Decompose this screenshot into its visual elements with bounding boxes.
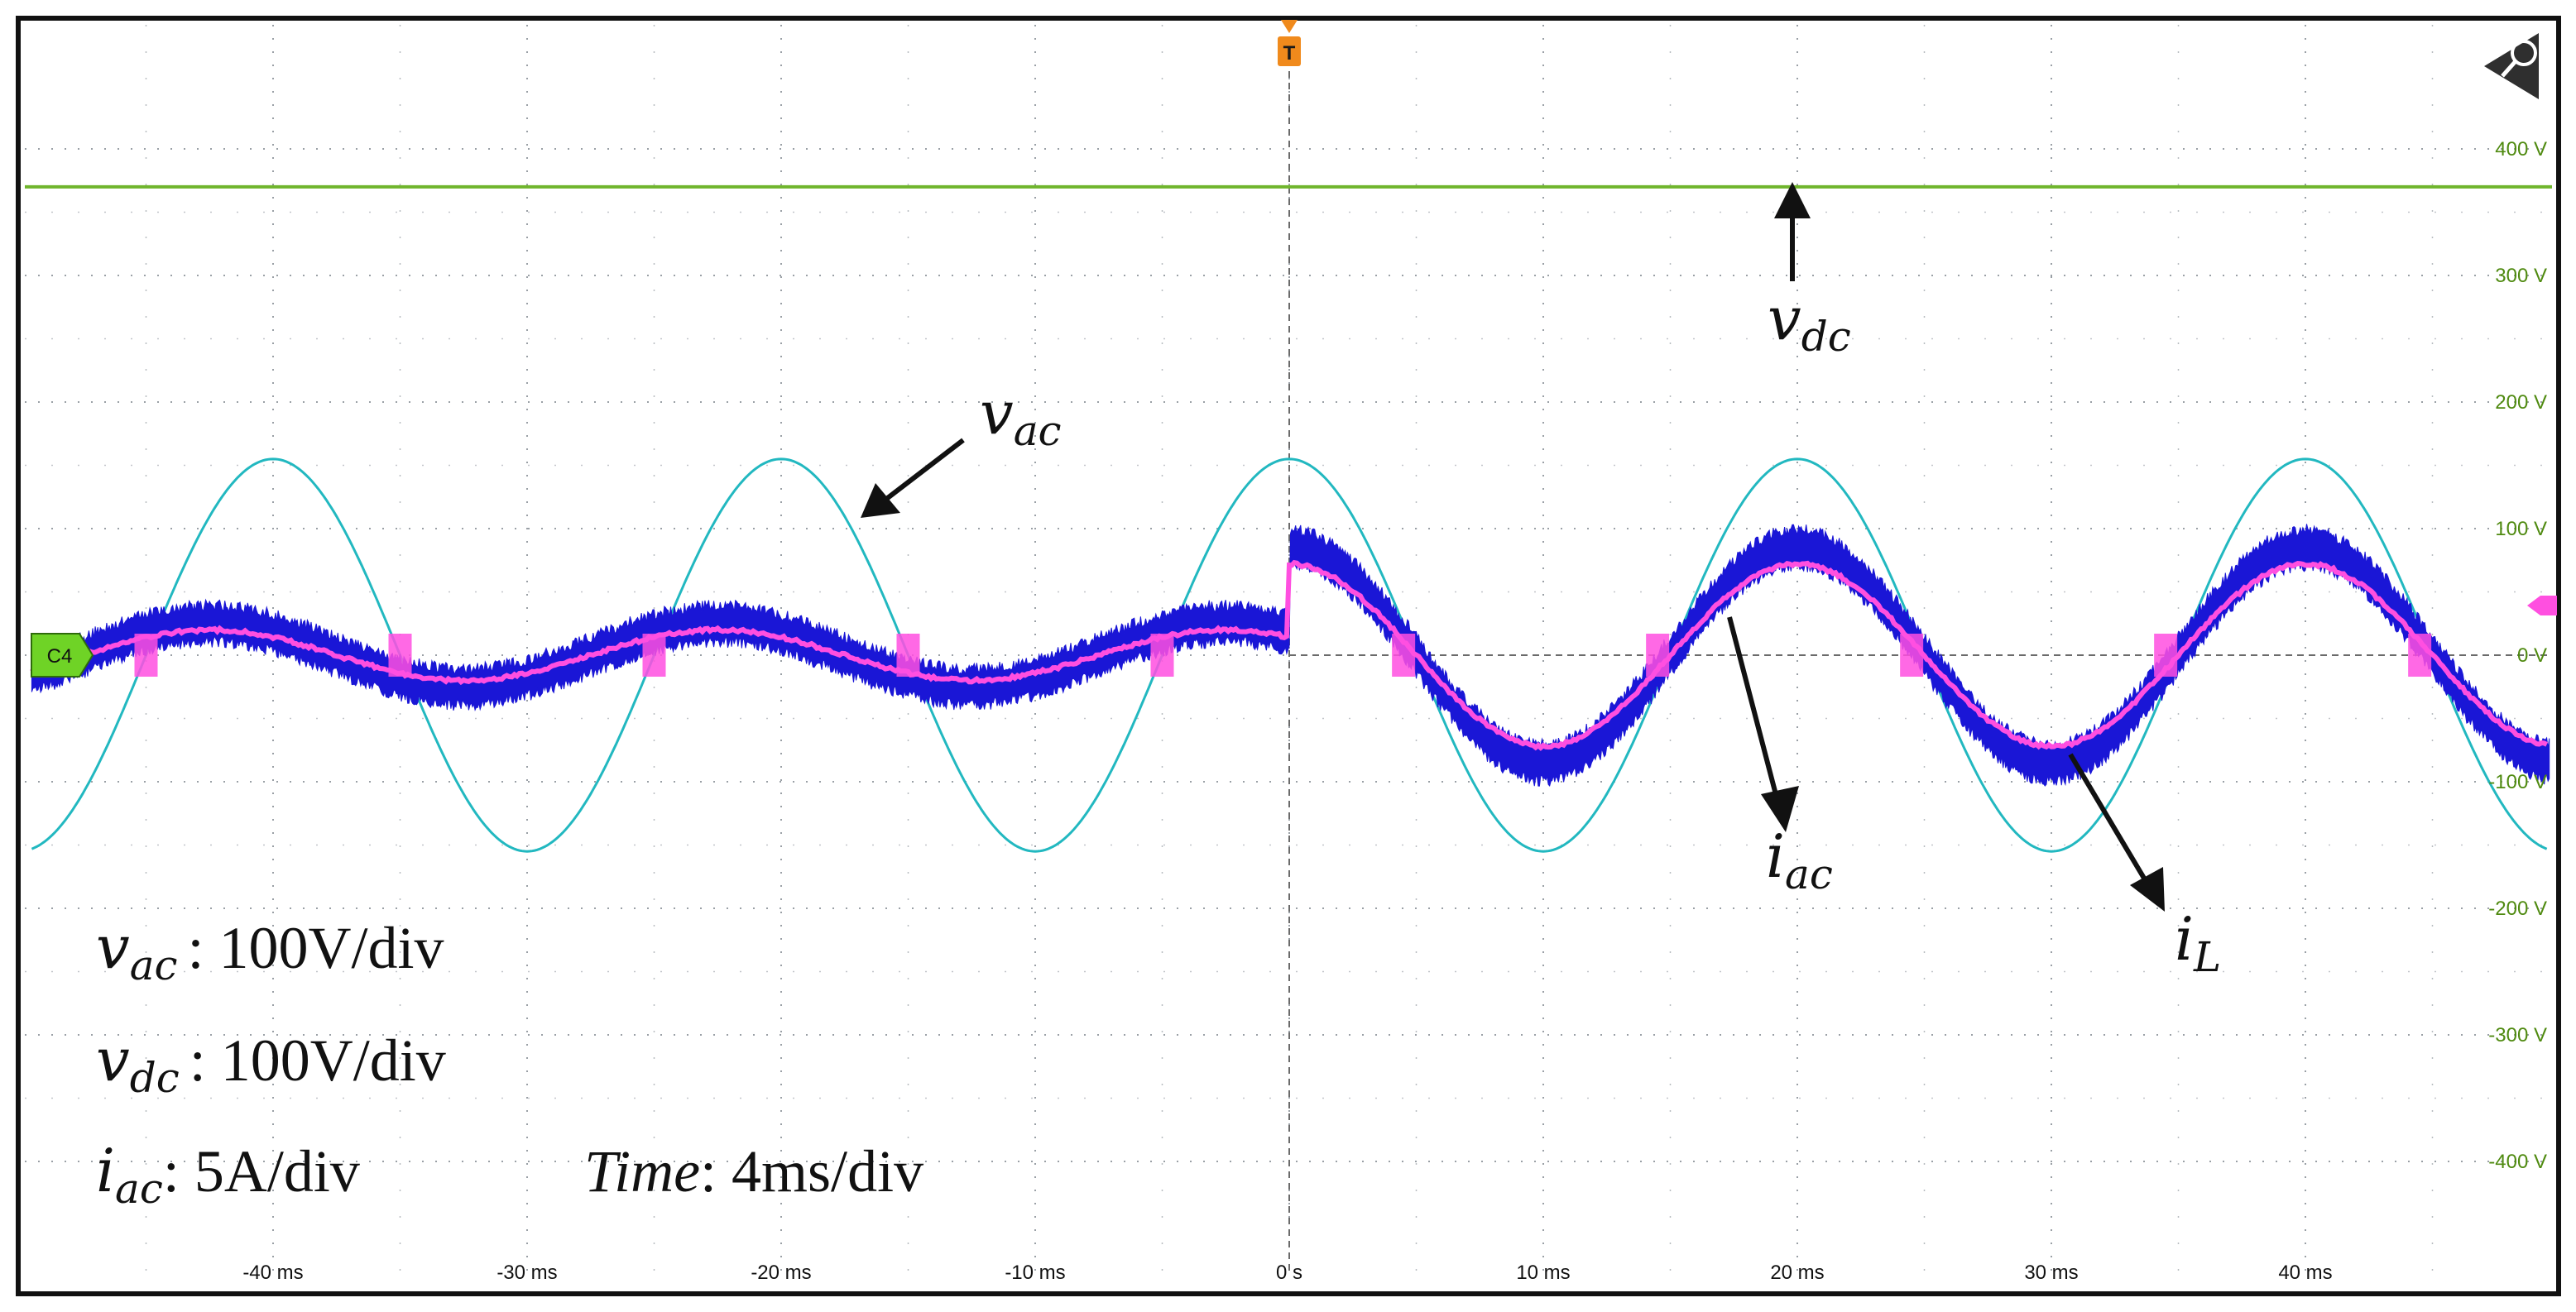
y-tick-label: 0 V xyxy=(2517,644,2547,667)
il-switching-burst xyxy=(135,634,158,677)
il-switching-burst xyxy=(2408,634,2431,677)
x-tick-label: -40 ms xyxy=(242,1262,303,1284)
channel-badge-label: C4 xyxy=(47,645,73,668)
x-tick-label: -30 ms xyxy=(496,1262,557,1284)
y-tick-label: -300 V xyxy=(2488,1024,2547,1046)
x-tick-label: -20 ms xyxy=(751,1262,811,1284)
x-tick-label: 0 s xyxy=(1276,1262,1302,1284)
x-tick-label: 20 ms xyxy=(1770,1262,1824,1284)
x-tick-label: 10 ms xyxy=(1516,1262,1570,1284)
y-tick-label: 400 V xyxy=(2495,138,2547,160)
y-tick-label: -200 V xyxy=(2488,898,2547,920)
il-switching-burst xyxy=(2154,634,2177,677)
y-tick-label: 300 V xyxy=(2495,265,2547,287)
y-tick-label: 100 V xyxy=(2495,518,2547,540)
x-tick-label: -10 ms xyxy=(1005,1262,1065,1284)
channel-badge-c4[interactable]: C4 xyxy=(31,634,93,677)
il-switching-burst xyxy=(897,634,920,677)
x-tick-label: 30 ms xyxy=(2024,1262,2078,1284)
il-switching-burst xyxy=(1900,634,1923,677)
il-switching-burst xyxy=(1151,634,1174,677)
y-tick-label: -100 V xyxy=(2488,771,2547,793)
scale-line-time: Time: 4ms/div xyxy=(584,1138,923,1204)
trigger-badge-label: T xyxy=(1283,42,1296,65)
il-switching-burst xyxy=(643,634,666,677)
x-tick-label: 40 ms xyxy=(2278,1262,2332,1284)
y-tick-label: 200 V xyxy=(2495,391,2547,414)
il-switching-burst xyxy=(1646,634,1669,677)
il-switching-burst xyxy=(1392,634,1415,677)
oscilloscope-plot: 400 V 300 V 200 V 100 V 0 V -100 V -200 V -300 … xyxy=(0,0,2576,1312)
y-tick-label: -400 V xyxy=(2488,1151,2547,1173)
il-switching-burst xyxy=(389,634,412,677)
